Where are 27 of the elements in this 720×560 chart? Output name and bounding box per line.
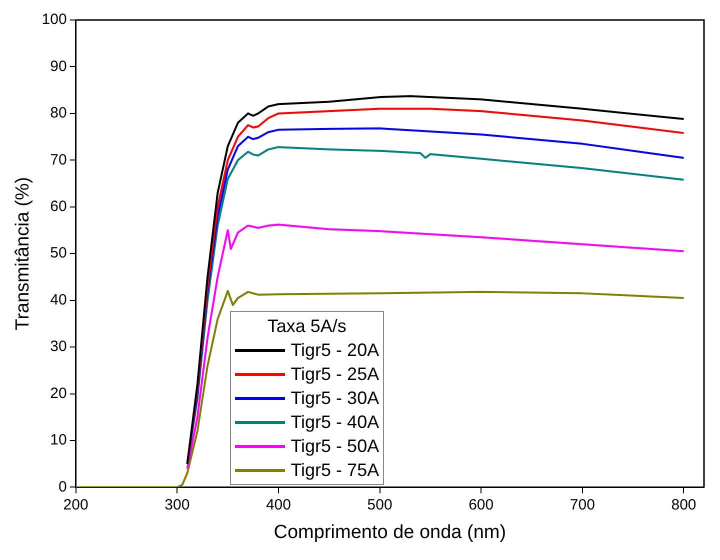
- x-tick-label: 600: [468, 496, 494, 514]
- x-axis-title: Comprimento de onda (nm): [274, 522, 506, 543]
- x-tick-label: 800: [671, 496, 696, 514]
- y-tick-label: 0: [58, 478, 67, 496]
- legend-title: Taxa 5A/s: [266, 315, 348, 338]
- y-tick-label: 40: [50, 291, 67, 308]
- y-tick-label: 90: [50, 58, 67, 75]
- y-axis-title: Transmitância (%): [12, 176, 34, 330]
- x-tick-label: 200: [63, 496, 88, 514]
- y-tick-label: 10: [50, 432, 67, 449]
- x-tick-label: 300: [164, 496, 190, 514]
- legend-label: Tigr5 - 75A: [290, 459, 380, 482]
- legend-label: Tigr5 - 40A: [290, 411, 380, 434]
- y-tick-label: 30: [50, 338, 67, 356]
- y-tick-label: 20: [50, 384, 67, 402]
- y-tick-label: 80: [50, 104, 67, 122]
- x-tick-label: 400: [266, 496, 291, 514]
- legend-label: Tigr5 - 20A: [290, 339, 380, 362]
- legend-label: Tigr5 - 50A: [290, 435, 380, 458]
- y-tick-label: 60: [50, 198, 67, 216]
- x-tick-label: 500: [367, 496, 392, 514]
- y-tick-label: 70: [50, 151, 67, 168]
- legend-label: Tigr5 - 30A: [290, 387, 380, 410]
- x-tick-label: 700: [570, 496, 595, 514]
- legend-label: Tigr5 - 25A: [290, 363, 380, 386]
- y-tick-label: 50: [50, 244, 67, 262]
- y-tick-label: 100: [42, 11, 67, 28]
